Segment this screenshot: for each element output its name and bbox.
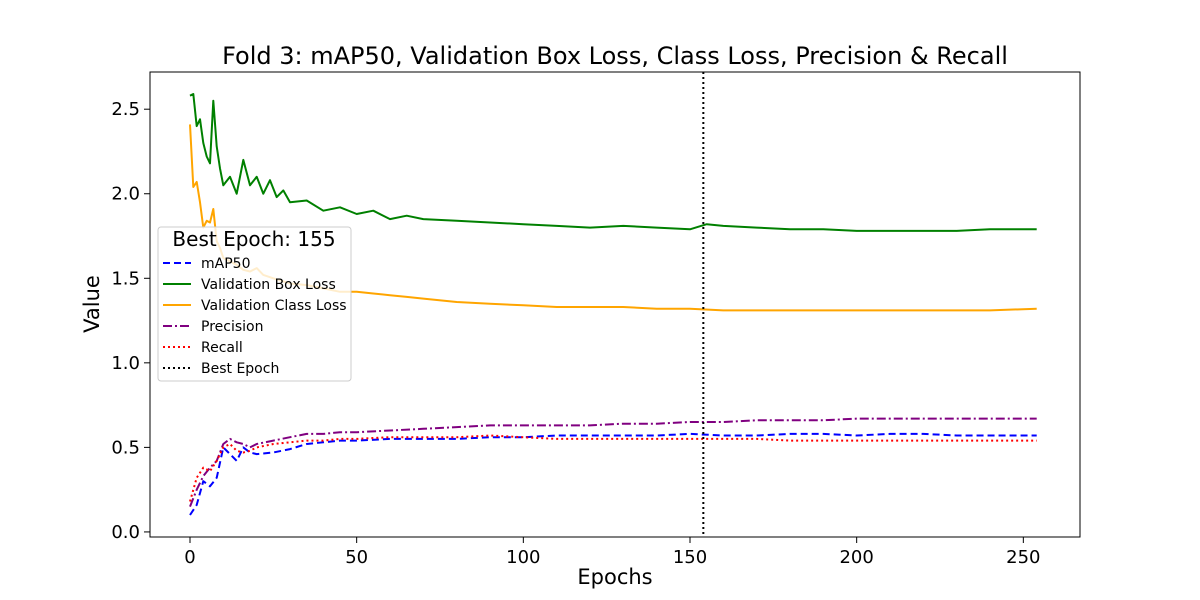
legend-entry-label: Validation Box Loss bbox=[201, 277, 336, 293]
x-tick-label: 50 bbox=[345, 547, 368, 568]
plot-frame bbox=[149, 71, 1081, 538]
series-line-validation-box-loss bbox=[189, 93, 1037, 232]
x-axis-ticks: 0 50 100 150 200 250 bbox=[184, 537, 1041, 568]
x-tick-label: 150 bbox=[673, 547, 707, 568]
y-axis-label: Value bbox=[80, 275, 104, 333]
y-tick-label: 2.0 bbox=[111, 184, 140, 205]
y-tick-label: 2.5 bbox=[111, 99, 140, 120]
series-layer bbox=[189, 93, 1037, 516]
series-line-map50 bbox=[189, 432, 1037, 516]
legend-box bbox=[157, 226, 352, 382]
y-tick-label: 0.5 bbox=[111, 437, 140, 458]
legend: Best Epoch: 155 mAP50 Validation Box Loss… bbox=[157, 226, 352, 382]
legend-entry-label: Best Epoch bbox=[201, 361, 279, 377]
x-tick-label: 250 bbox=[1006, 547, 1040, 568]
x-tick-label: 0 bbox=[184, 547, 195, 568]
y-tick-label: 1.0 bbox=[111, 353, 140, 374]
series-line-precision bbox=[189, 417, 1037, 507]
y-tick-label: 1.5 bbox=[111, 268, 140, 289]
series-line-recall bbox=[189, 434, 1037, 502]
y-axis-ticks: 0.0 0.5 1.0 1.5 2.0 2.5 bbox=[111, 99, 150, 543]
legend-entry-label: Precision bbox=[201, 319, 263, 335]
legend-entries: mAP50 Validation Box Loss Validation Class… bbox=[163, 256, 347, 377]
x-axis-label: Epochs bbox=[577, 565, 652, 589]
legend-entry-label: Recall bbox=[201, 340, 243, 356]
legend-title: Best Epoch: 155 bbox=[172, 227, 335, 251]
series-line-validation-class-loss bbox=[189, 124, 1037, 312]
y-tick-label: 0.0 bbox=[111, 522, 140, 543]
x-tick-label: 100 bbox=[506, 547, 540, 568]
chart-title: Fold 3: mAP50, Validation Box Loss, Clas… bbox=[222, 42, 1008, 70]
x-tick-label: 200 bbox=[839, 547, 873, 568]
legend-entry-label: Validation Class Loss bbox=[201, 298, 347, 314]
legend-entry-label: mAP50 bbox=[201, 256, 250, 272]
